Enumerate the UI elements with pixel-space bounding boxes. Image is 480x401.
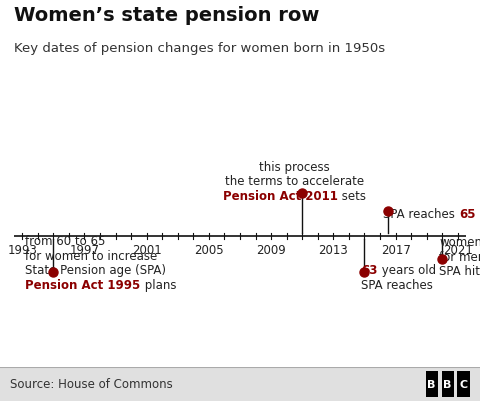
Text: 65: 65 (459, 207, 475, 221)
Text: Women’s state pension row: Women’s state pension row (14, 6, 320, 25)
Text: women: women (439, 235, 480, 249)
Text: 1993: 1993 (7, 243, 37, 256)
Text: SPA reaches: SPA reaches (361, 278, 433, 291)
Text: Pension Act 1995: Pension Act 1995 (25, 278, 141, 291)
Text: for women to increase: for women to increase (25, 249, 157, 262)
Text: Pension Act 2011: Pension Act 2011 (223, 189, 338, 203)
Text: 63: 63 (361, 263, 378, 277)
Text: plans: plans (141, 278, 176, 291)
Text: C: C (459, 379, 467, 389)
Text: 2005: 2005 (194, 243, 224, 256)
Bar (457, 371, 470, 397)
Bar (442, 371, 454, 397)
Text: sets: sets (338, 189, 366, 203)
Text: B: B (443, 379, 452, 389)
Text: 2009: 2009 (256, 243, 286, 256)
Text: years old: years old (378, 263, 436, 277)
Text: this process: this process (259, 160, 330, 173)
Text: 2001: 2001 (132, 243, 162, 256)
Text: from 60 to 65: from 60 to 65 (25, 234, 106, 247)
Text: for men and: for men and (439, 250, 480, 263)
Text: 2017: 2017 (381, 243, 410, 256)
Text: SPA hits: SPA hits (439, 265, 480, 277)
Bar (426, 371, 438, 397)
Text: Key dates of pension changes for women born in 1950s: Key dates of pension changes for women b… (14, 42, 385, 55)
Text: 2021: 2021 (443, 243, 473, 256)
Text: 2013: 2013 (318, 243, 348, 256)
Text: Source: House of Commons: Source: House of Commons (10, 377, 172, 391)
Text: State Pension age (SPA): State Pension age (SPA) (25, 263, 166, 277)
Text: the terms to accelerate: the terms to accelerate (225, 175, 364, 188)
Text: B: B (427, 379, 436, 389)
Text: 1997: 1997 (70, 243, 99, 256)
Text: SPA reaches: SPA reaches (383, 207, 459, 221)
